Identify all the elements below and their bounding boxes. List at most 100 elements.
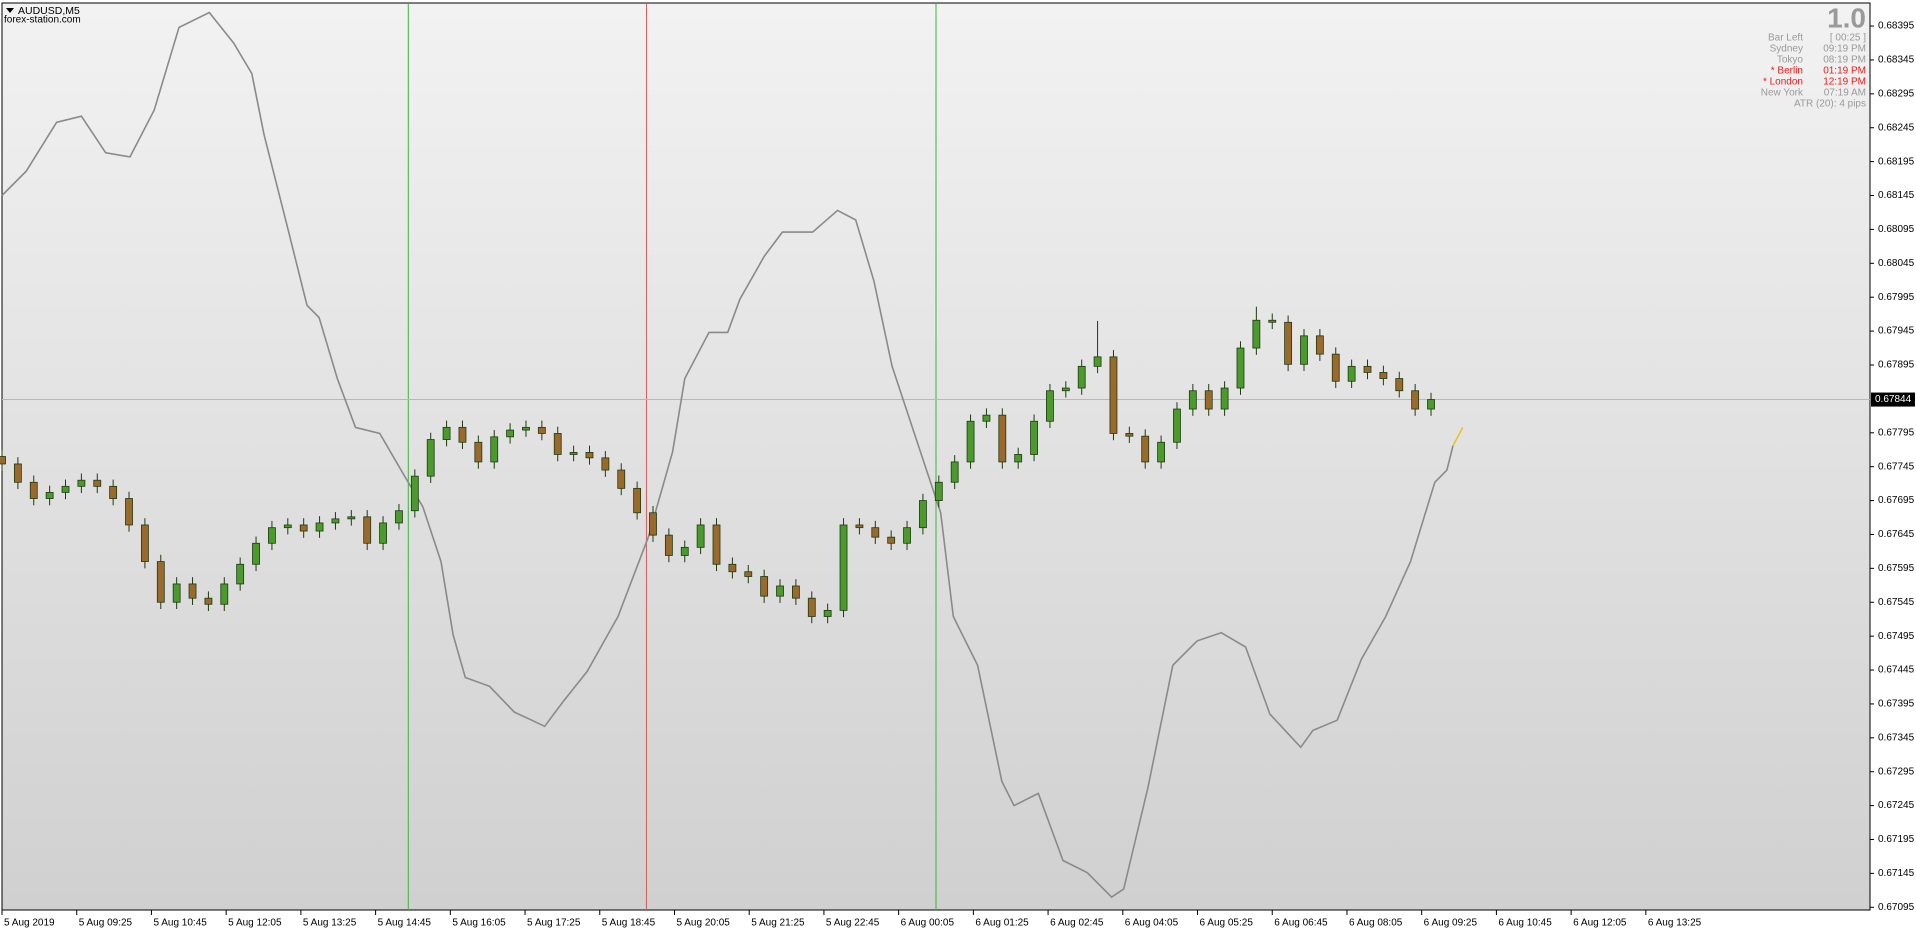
candle-body — [1141, 435, 1150, 463]
x-tick-label: 6 Aug 09:25 — [1424, 918, 1478, 929]
candle-body — [347, 516, 356, 520]
info-row-value: [ 00:25 ] — [1830, 33, 1866, 44]
info-row-value: 12:19 PM — [1823, 77, 1866, 88]
y-tick-label: 0.67445 — [1878, 665, 1915, 676]
y-tick-label: 0.67745 — [1878, 461, 1915, 472]
candle-body — [871, 527, 880, 538]
candle-body — [696, 524, 705, 548]
watermark: forex-station.com — [4, 15, 81, 26]
x-tick-label: 5 Aug 17:25 — [527, 918, 581, 929]
x-tick-label: 6 Aug 06:45 — [1274, 918, 1328, 929]
x-tick-label: 5 Aug 22:45 — [826, 918, 880, 929]
candle-body — [1236, 347, 1245, 389]
candle-body — [1188, 390, 1197, 410]
x-tick-label: 5 Aug 12:05 — [228, 918, 282, 929]
indicator-line — [1452, 427, 1464, 447]
y-tick-label: 0.67545 — [1878, 597, 1915, 608]
x-tick-label: 5 Aug 20:05 — [676, 918, 730, 929]
candle-body — [1252, 319, 1261, 349]
candle-body — [1411, 390, 1420, 410]
y-tick-label: 0.68195 — [1878, 156, 1915, 167]
candle-body — [331, 518, 340, 524]
candle-body — [1014, 454, 1023, 463]
candle-body — [1061, 387, 1070, 392]
candle-body — [93, 479, 102, 487]
candle-body — [188, 583, 197, 599]
candle-body — [299, 524, 308, 532]
candle-body — [1093, 356, 1102, 367]
y-tick-label: 0.67145 — [1878, 868, 1915, 879]
candle-body — [29, 481, 38, 499]
candle-body — [585, 452, 594, 459]
info-title: 1.0 — [1827, 2, 1866, 33]
candle-body — [649, 512, 657, 536]
y-tick-label: 0.68145 — [1878, 190, 1915, 201]
x-tick-label: 5 Aug 14:45 — [378, 918, 432, 929]
current-price-label: 0.67844 — [1875, 394, 1912, 405]
candle-body — [903, 527, 911, 544]
indicator-layer — [1, 3, 1870, 910]
candle-body — [1046, 390, 1054, 422]
candle-body — [363, 516, 372, 544]
x-tick-label: 5 Aug 21:25 — [751, 918, 805, 929]
y-tick-label: 0.67395 — [1878, 699, 1915, 710]
candle-body — [537, 426, 546, 434]
candle-body — [1300, 335, 1308, 365]
candle-body — [633, 487, 642, 514]
candle-body — [490, 436, 499, 463]
y-tick-label: 0.67345 — [1878, 732, 1915, 743]
candle-body — [919, 500, 927, 529]
y-tick-label: 0.67295 — [1878, 766, 1915, 777]
x-tick-label: 5 Aug 09:25 — [79, 918, 133, 929]
candle-body — [1363, 365, 1372, 373]
candle-body — [1284, 321, 1293, 365]
candle-body — [760, 576, 769, 597]
y-tick-label: 0.67995 — [1878, 292, 1915, 303]
x-tick-label: 6 Aug 02:45 — [1050, 918, 1104, 929]
candle-body — [315, 522, 324, 532]
candle-body — [792, 585, 800, 599]
y-tick-label: 0.67895 — [1878, 360, 1915, 371]
candle-body — [204, 597, 213, 605]
candle-layer — [0, 306, 1435, 624]
x-tick-label: 6 Aug 04:05 — [1125, 918, 1179, 929]
candle-body — [474, 441, 483, 463]
info-row-label: Sydney — [1770, 44, 1803, 55]
candle-body — [379, 522, 387, 544]
info-row-label: New York — [1761, 88, 1804, 99]
candle-body — [236, 563, 245, 585]
candle-body — [934, 481, 943, 501]
candle-body — [13, 463, 22, 483]
y-tick-label: 0.67695 — [1878, 495, 1915, 506]
y-tick-label: 0.67645 — [1878, 529, 1915, 540]
candle-body — [887, 536, 896, 544]
candle-body — [601, 457, 610, 471]
candle-body — [855, 524, 864, 529]
x-tick-label: 6 Aug 10:45 — [1498, 918, 1552, 929]
candle-body — [728, 563, 737, 573]
candle-body — [1109, 356, 1118, 434]
candle-body — [1125, 433, 1134, 437]
candle-body — [1347, 365, 1356, 382]
x-tick-label: 5 Aug 13:25 — [303, 918, 357, 929]
current-price-box — [1871, 392, 1915, 407]
candle-body — [1030, 420, 1038, 455]
symbol-label: AUDUSD,M5 — [18, 5, 80, 17]
x-tick-label: 6 Aug 05:25 — [1200, 918, 1254, 929]
y-tick-label: 0.67795 — [1878, 427, 1915, 438]
y-tick-label: 0.67195 — [1878, 834, 1915, 845]
candle-body — [45, 492, 54, 499]
candle-body — [617, 469, 626, 489]
y-tick-label: 0.67245 — [1878, 800, 1915, 811]
candle-body — [1395, 378, 1404, 392]
y-tick-label: 0.67495 — [1878, 631, 1915, 642]
y-tick-label: 0.67095 — [1878, 902, 1915, 913]
info-row-value: 01:19 PM — [1823, 66, 1866, 77]
menu-triangle[interactable] — [6, 8, 14, 13]
y-tick-label: 0.68245 — [1878, 122, 1915, 133]
candle-body — [823, 609, 832, 617]
x-tick-label: 5 Aug 10:45 — [153, 918, 207, 929]
candle-body — [141, 524, 149, 562]
x-tick-label: 6 Aug 08:05 — [1349, 918, 1403, 929]
y-tick-label: 0.68095 — [1878, 224, 1915, 235]
